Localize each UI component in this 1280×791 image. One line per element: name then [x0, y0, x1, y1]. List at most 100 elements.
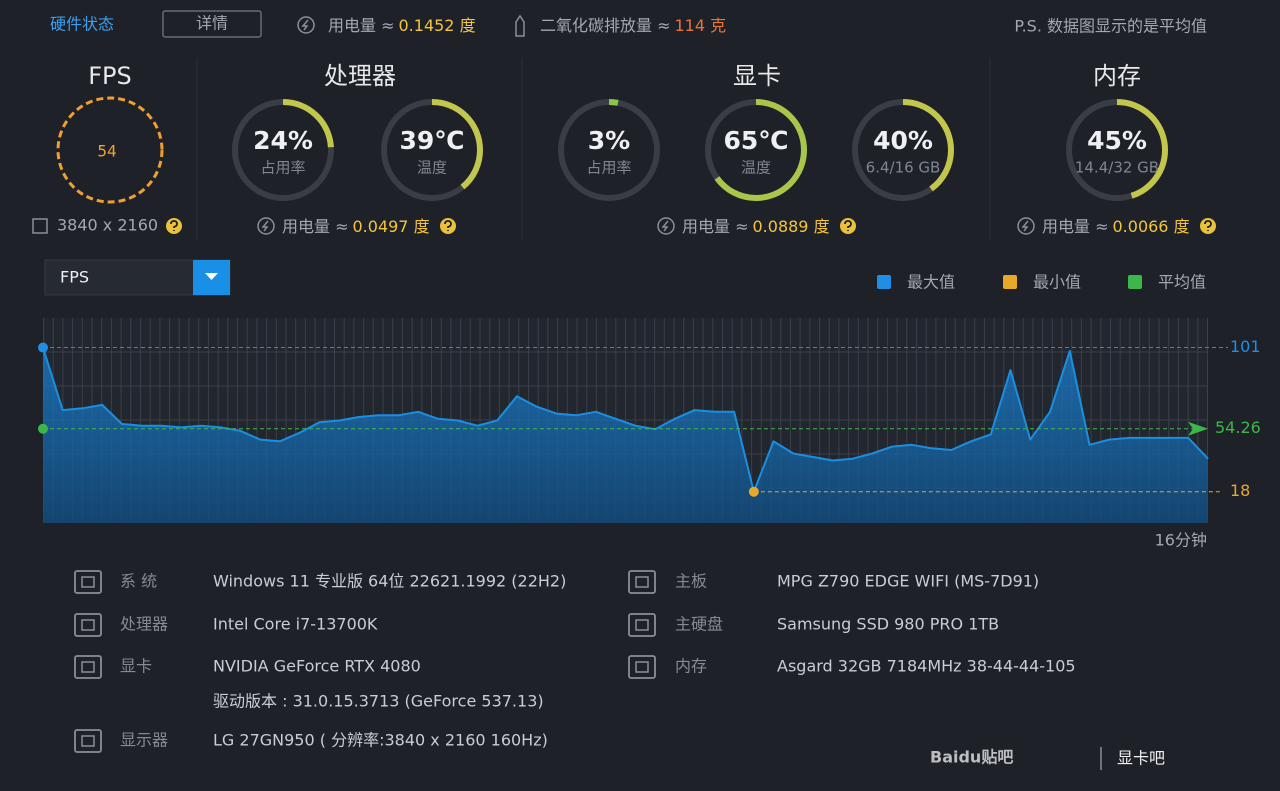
details-button-label: 详情 — [196, 14, 228, 33]
info-extra: 驱动版本 : 31.0.15.3713 (GeForce 537.13) — [213, 692, 544, 711]
resolution-icon — [32, 218, 48, 234]
watermark-brand: Baidu贴吧 — [930, 748, 1013, 767]
gauge-value: 40% — [873, 126, 933, 155]
page-title: 硬件状态 — [50, 15, 114, 34]
info-icon — [81, 735, 95, 747]
min-marker — [748, 486, 759, 497]
info-icon — [628, 570, 656, 594]
gauge-arc — [852, 99, 954, 201]
average-marker — [38, 423, 48, 434]
info-value: Windows 11 专业版 64位 22621.1992 (22H2) — [213, 572, 566, 591]
section-power: 用电量 ≈0.0889 度 — [682, 217, 830, 236]
info-icon — [74, 613, 102, 637]
help-icon[interactable] — [840, 218, 856, 234]
label: 用电量 ≈ — [282, 217, 349, 236]
help-icon[interactable] — [440, 218, 456, 234]
gauge-value: 65℃ — [723, 126, 788, 155]
power-icon — [661, 220, 669, 232]
info-icon — [74, 655, 102, 679]
legend-label: 平均值 — [1158, 273, 1206, 292]
power-icon — [301, 19, 309, 31]
gauge-caption: 14.4/32 GB — [1075, 159, 1159, 177]
label: 用电量 ≈ — [1042, 217, 1109, 236]
power-icon — [657, 217, 675, 235]
chart-note: P.S. 数据图显示的是平均值 — [1014, 17, 1207, 36]
info-value: Asgard 32GB 7184MHz 38-44-44-105 — [777, 657, 1076, 676]
value: 0.0497 度 — [353, 217, 430, 236]
value: 0.1452 度 — [399, 16, 476, 35]
fps-ring — [56, 96, 164, 204]
info-value: LG 27GN950 ( 分辨率:3840 x 2160 160Hz) — [213, 731, 548, 750]
legend-label: 最小值 — [1033, 273, 1081, 292]
gauge-value: 45% — [1087, 126, 1147, 155]
info-label: 显示器 — [120, 731, 168, 750]
help-icon — [444, 220, 452, 231]
info-value: NVIDIA GeForce RTX 4080 — [213, 657, 421, 676]
gauge-caption: 温度 — [741, 159, 771, 177]
gauge-value: 24% — [253, 126, 313, 155]
help-icon — [170, 220, 178, 231]
info-icon — [628, 613, 656, 637]
gauge-caption: 占用率 — [260, 159, 305, 177]
info-label: 处理器 — [120, 615, 168, 634]
info-icon — [81, 661, 95, 673]
info-icon — [635, 576, 649, 588]
power-icon — [1017, 217, 1035, 235]
max-marker — [38, 342, 48, 353]
legend-swatch — [1128, 275, 1142, 289]
fps-title: FPS — [88, 62, 132, 90]
gauge-arc — [381, 99, 483, 201]
gauge-value: 39℃ — [399, 126, 464, 155]
details-button[interactable] — [162, 10, 262, 38]
fps-area — [43, 347, 1208, 523]
label: 用电量 ≈ — [328, 16, 395, 35]
label: 二氧化碳排放量 ≈ — [540, 16, 671, 35]
help-icon[interactable] — [166, 218, 182, 234]
fps-value: 54 — [97, 142, 116, 161]
info-label: 显卡 — [120, 657, 152, 676]
section-title: 显卡 — [733, 62, 781, 90]
min-label: 18 — [1230, 481, 1250, 500]
info-icon — [81, 619, 95, 631]
average-label: 54.26 — [1215, 418, 1261, 437]
info-icon — [628, 655, 656, 679]
info-icon — [635, 661, 649, 673]
gauge-arc — [1066, 99, 1168, 201]
info-value: MPG Z790 EDGE WIFI (MS-7D91) — [777, 572, 1039, 591]
info-label: 系 统 — [120, 572, 157, 591]
power-icon — [257, 217, 275, 235]
info-icon — [74, 729, 102, 753]
info-label: 主硬盘 — [675, 615, 723, 634]
section-power: 用电量 ≈0.0497 度 — [282, 217, 430, 236]
legend-swatch — [1003, 275, 1017, 289]
legend-label: 最大值 — [907, 273, 955, 292]
duration-label: 16分钟 — [1155, 531, 1207, 550]
power-icon — [297, 16, 315, 34]
legend-swatch — [877, 275, 891, 289]
info-label: 内存 — [675, 657, 707, 676]
label: 用电量 ≈ — [682, 217, 749, 236]
co2-icon — [515, 14, 525, 37]
section-title: 处理器 — [324, 62, 396, 90]
value: 0.0066 度 — [1113, 217, 1190, 236]
help-icon[interactable] — [1200, 218, 1216, 234]
fps-line — [42, 347, 1209, 493]
section-power: 用电量 ≈0.0066 度 — [1042, 217, 1190, 236]
metric-dropdown-value: FPS — [60, 268, 89, 287]
info-icon — [74, 570, 102, 594]
total-power: 用电量 ≈0.1452 度 — [328, 16, 476, 35]
info-value: Intel Core i7-13700K — [213, 615, 378, 634]
info-icon — [635, 619, 649, 631]
power-icon — [261, 220, 269, 232]
help-icon — [1204, 220, 1212, 231]
watermark-forum: 显卡吧 — [1117, 749, 1165, 768]
power-icon — [1021, 220, 1029, 232]
gauge-value: 3% — [588, 126, 630, 155]
resolution: 3840 x 2160 — [57, 216, 158, 235]
gauge-arc — [558, 99, 660, 201]
dropdown-arrow — [205, 273, 218, 280]
max-label: 101 — [1230, 337, 1261, 356]
info-icon — [81, 576, 95, 588]
value: 114 克 — [675, 16, 727, 35]
gauge-caption: 6.4/16 GB — [866, 159, 941, 177]
